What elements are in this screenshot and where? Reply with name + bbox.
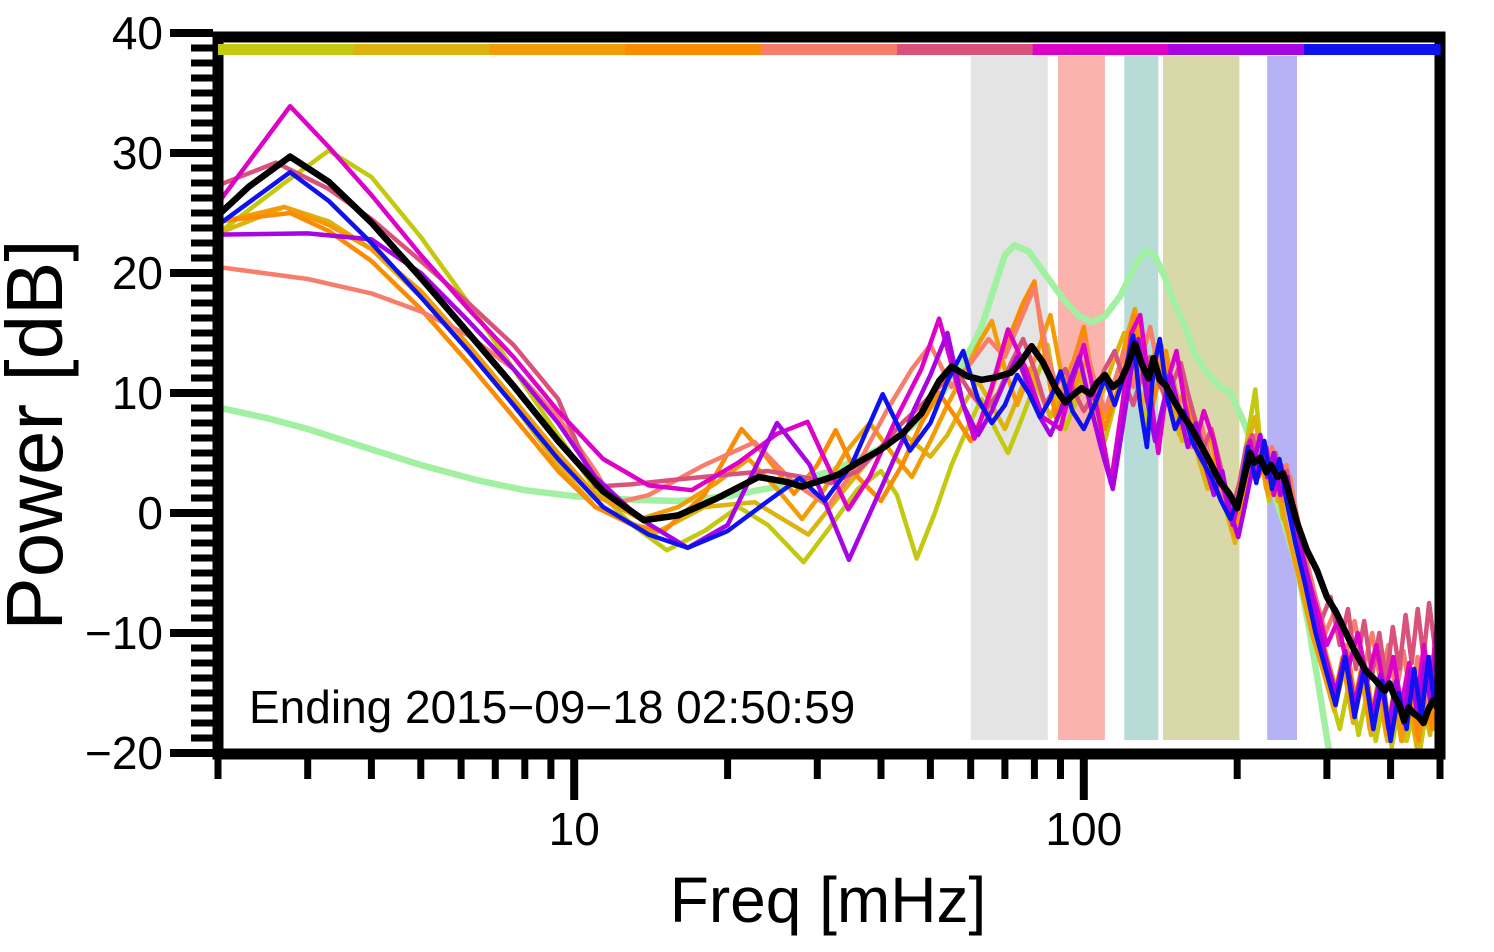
- ending-annotation: Ending 2015−09−18 02:50:59: [249, 681, 855, 733]
- x-tick-label-100: 100: [1045, 803, 1122, 855]
- spectrum-curve-mean-spectrum: [218, 153, 1440, 727]
- colorbar-segment-t9: [1304, 44, 1441, 55]
- axes-frame: [212, 31, 1446, 760]
- band-highlight-lavender: [1267, 56, 1297, 740]
- colorbar-segment-t7: [1032, 44, 1170, 55]
- y-tick-label-−20: −20: [85, 727, 163, 779]
- spectrum-curve-spectrum-5: [218, 264, 1440, 708]
- y-tick-label-10: 10: [112, 367, 163, 419]
- colorbar-segment-t2: [353, 44, 491, 55]
- time-colorbar: [218, 44, 1441, 55]
- y-tick-label-20: 20: [112, 247, 163, 299]
- colorbar-segment-t8: [1168, 44, 1305, 55]
- colorbar-segment-t3: [489, 44, 626, 55]
- spectrum-curve-spectrum-6: [218, 160, 1440, 684]
- y-tick-label-30: 30: [112, 127, 163, 179]
- colorbar-segment-t1: [218, 44, 355, 55]
- plot-frame: [212, 31, 1446, 760]
- y-tick-label-−10: −10: [85, 607, 163, 659]
- x-axis-title: Freq [mHz]: [670, 864, 986, 936]
- spectrum-curve-spectrum-9: [218, 169, 1440, 744]
- x-tick-label-10: 10: [549, 803, 600, 855]
- colorbar-segment-t5: [761, 44, 898, 55]
- colorbar-segment-t6: [896, 44, 1034, 55]
- spectra-curves: [218, 103, 1440, 754]
- y-tick-label-0: 0: [137, 487, 163, 539]
- tick-marks: [170, 29, 1444, 800]
- colorbar-segment-t4: [625, 44, 762, 55]
- y-axis-title: Power [dB]: [0, 239, 79, 630]
- y-tick-label-40: 40: [112, 7, 163, 59]
